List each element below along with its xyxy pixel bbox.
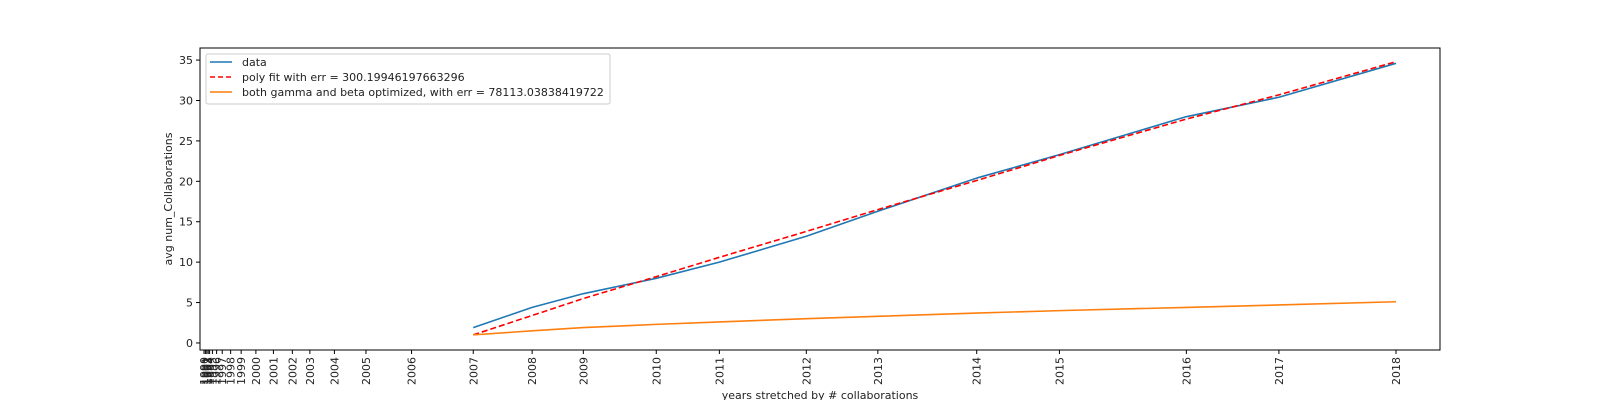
x-tick-label: 1993 (202, 357, 215, 385)
x-tick-label: 1995 (206, 357, 219, 385)
x-tick-label: 2017 (1273, 357, 1286, 385)
x-tick-label: 1997 (216, 357, 229, 385)
x-tick-label: 2010 (650, 357, 663, 385)
y-axis: 0 5 10 15 20 25 30 35 (179, 54, 200, 350)
series-layer (472, 60, 1397, 336)
x-tick-label: 2007 (467, 357, 480, 385)
legend: data poly fit with err = 300.19946197663… (205, 53, 611, 105)
x-tick-label: 2006 (406, 357, 419, 385)
x-tick-label: 2018 (1390, 357, 1403, 385)
x-tick-label: 2014 (971, 357, 984, 385)
x-tick-label: 2008 (526, 357, 539, 385)
x-tick-label: 1996 (211, 357, 224, 385)
x-tick-label: 2005 (360, 357, 373, 385)
x-tick-label: 1991 (199, 357, 212, 385)
legend-box (205, 53, 611, 105)
x-axis: 1990199119921993199419951996199719981999… (198, 350, 1403, 385)
y-tick-label: 10 (179, 256, 193, 269)
x-tick-label: 2001 (267, 357, 280, 385)
y-tick-label: 30 (179, 94, 193, 107)
series-line-poly-fit (472, 60, 1397, 336)
x-tick-label: 2015 (1053, 357, 1066, 385)
legend-label-data: data (242, 56, 267, 69)
y-tick-label: 15 (179, 216, 193, 229)
x-tick-label: 2004 (328, 357, 341, 385)
series-line-data (472, 62, 1397, 329)
x-tick-label: 2012 (800, 357, 813, 385)
x-tick-label: 1990 (198, 357, 211, 385)
y-tick-label: 20 (179, 175, 193, 188)
y-tick-label: 0 (186, 337, 193, 350)
legend-label-gamma-beta: both gamma and beta optimized, with err … (242, 86, 604, 99)
x-tick-label: 2011 (713, 357, 726, 385)
x-tick-label: 2003 (304, 357, 317, 385)
y-axis-label: avg num_Collaborations (162, 132, 175, 265)
y-tick-label: 5 (186, 297, 193, 310)
x-axis-label: years stretched by # collaborations (722, 389, 919, 400)
x-tick-label: 2000 (250, 357, 263, 385)
x-tick-label: 1994 (204, 357, 217, 385)
y-tick-label: 35 (179, 54, 193, 67)
y-tick-label: 25 (179, 135, 193, 148)
legend-label-poly-fit: poly fit with err = 300.19946197663296 (242, 71, 465, 84)
series-line-gamma-beta (473, 300, 1397, 336)
x-tick-label: 2002 (286, 357, 299, 385)
x-tick-label: 1999 (235, 357, 248, 385)
x-tick-label: 2009 (577, 357, 590, 385)
x-tick-label: 1992 (201, 357, 214, 385)
x-tick-label: 1998 (225, 357, 238, 385)
x-tick-label: 2013 (872, 357, 885, 385)
x-tick-label: 2016 (1180, 357, 1193, 385)
